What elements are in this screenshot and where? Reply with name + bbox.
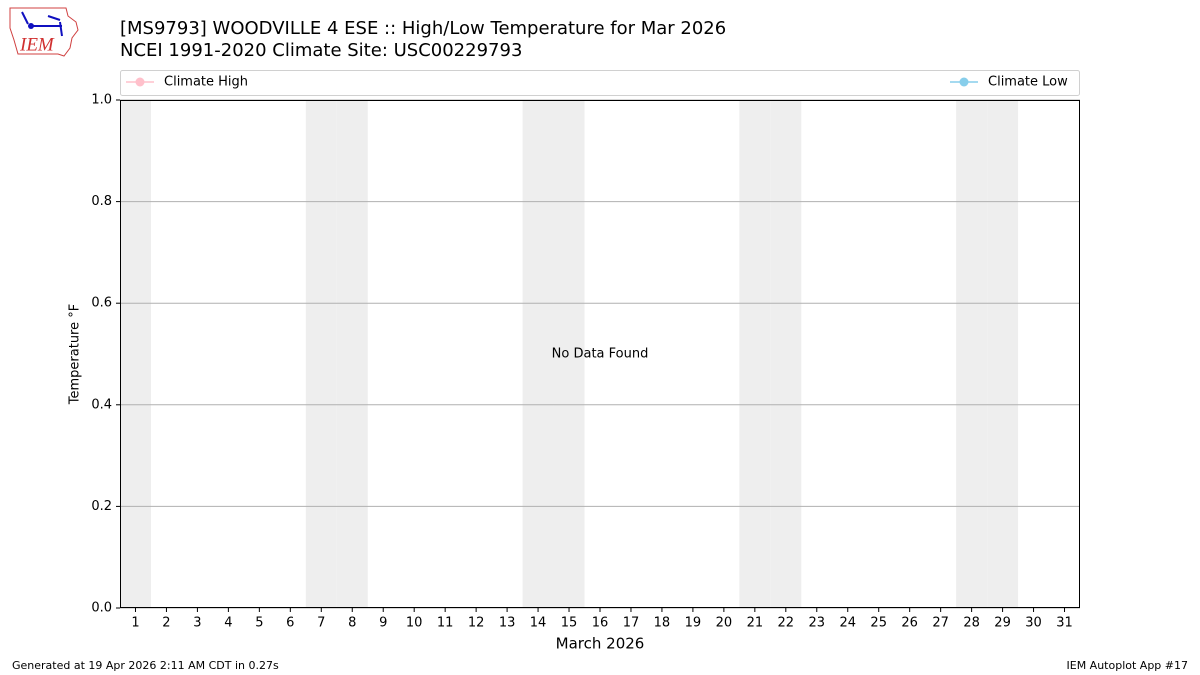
weekend-band <box>956 100 988 608</box>
legend-label: Climate High <box>164 75 248 90</box>
x-tick-label: 31 <box>1056 616 1073 631</box>
weekend-band <box>987 100 1019 608</box>
x-tick-label: 13 <box>499 616 516 631</box>
footer-left: Generated at 19 Apr 2026 2:11 AM CDT in … <box>12 659 279 672</box>
plot-frame <box>120 100 1080 608</box>
weekend-band <box>553 100 585 608</box>
x-tick-label: 23 <box>809 616 826 631</box>
x-tick-label: 29 <box>994 616 1011 631</box>
y-tick-label: 0.0 <box>91 601 112 616</box>
y-axis-label: Temperature °F <box>68 304 83 405</box>
chart-subtitle: NCEI 1991-2020 Climate Site: USC00229793 <box>120 40 522 61</box>
x-tick-label: 24 <box>839 616 856 631</box>
x-tick-label: 3 <box>193 616 201 631</box>
x-tick-label: 21 <box>747 616 764 631</box>
logo-icon <box>28 23 34 29</box>
x-tick-label: 17 <box>623 616 640 631</box>
weekend-band <box>522 100 554 608</box>
x-tick-label: 11 <box>437 616 454 631</box>
logo-text: IEM <box>19 34 55 55</box>
x-tick-label: 14 <box>530 616 547 631</box>
x-tick-label: 9 <box>379 616 387 631</box>
x-tick-label: 8 <box>348 616 356 631</box>
x-tick-label: 20 <box>716 616 733 631</box>
x-tick-label: 28 <box>963 616 980 631</box>
legend-swatch <box>135 77 145 87</box>
x-tick-label: 2 <box>162 616 170 631</box>
x-tick-label: 19 <box>685 616 702 631</box>
y-tick-label: 0.8 <box>91 194 112 209</box>
y-tick-label: 0.2 <box>91 499 112 514</box>
x-tick-label: 6 <box>286 616 294 631</box>
x-tick-label: 27 <box>932 616 949 631</box>
x-tick-label: 16 <box>592 616 609 631</box>
x-tick-label: 12 <box>468 616 485 631</box>
weekend-band <box>770 100 802 608</box>
logo-icon <box>21 11 63 37</box>
x-tick-label: 30 <box>1025 616 1042 631</box>
x-tick-label: 15 <box>561 616 578 631</box>
x-tick-label: 25 <box>870 616 887 631</box>
legend <box>120 70 1080 96</box>
legend-label: Climate Low <box>988 75 1068 90</box>
weekend-band <box>336 100 368 608</box>
x-axis-label: March 2026 <box>556 635 645 653</box>
y-tick-label: 1.0 <box>91 93 112 108</box>
footer-right: IEM Autoplot App #17 <box>1067 659 1189 672</box>
annotation: No Data Found <box>552 347 649 362</box>
x-tick-label: 26 <box>901 616 918 631</box>
weekend-band <box>305 100 337 608</box>
x-tick-label: 7 <box>317 616 325 631</box>
x-tick-label: 22 <box>778 616 795 631</box>
x-tick-label: 10 <box>406 616 423 631</box>
weekend-band <box>120 100 151 608</box>
x-tick-label: 18 <box>654 616 671 631</box>
x-tick-label: 4 <box>224 616 232 631</box>
weekend-band <box>739 100 771 608</box>
x-tick-label: 1 <box>131 616 139 631</box>
chart-title: [MS9793] WOODVILLE 4 ESE :: High/Low Tem… <box>120 18 726 39</box>
y-tick-label: 0.4 <box>91 397 112 412</box>
legend-swatch <box>959 77 969 87</box>
y-tick-label: 0.6 <box>91 296 112 311</box>
x-tick-label: 5 <box>255 616 263 631</box>
